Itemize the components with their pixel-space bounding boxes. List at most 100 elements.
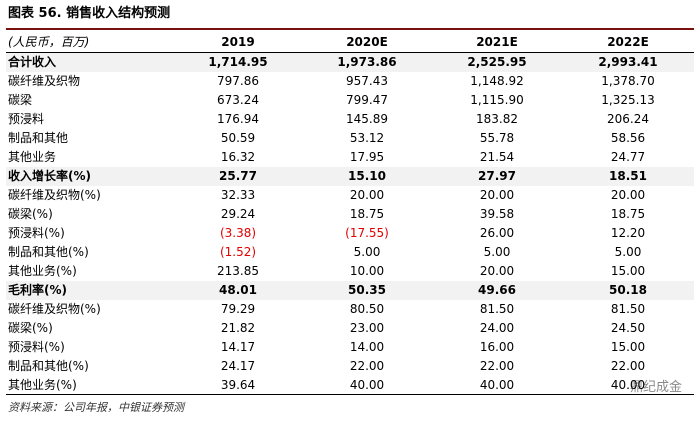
row-label: 制品和其他 <box>8 131 69 145</box>
cell: 53.12 <box>349 131 385 145</box>
cell: 50.18 <box>609 283 647 297</box>
column-header: 2022E <box>607 35 649 49</box>
cell: 206.24 <box>607 112 649 126</box>
cell: 15.00 <box>610 264 646 278</box>
row-label: 预浸料(%) <box>8 226 65 240</box>
cell: 797.86 <box>217 74 259 88</box>
cell: 176.94 <box>217 112 259 126</box>
cell: 18.75 <box>610 207 646 221</box>
cell: 15.10 <box>348 169 386 183</box>
cell: 24.50 <box>610 321 646 335</box>
row-label: 碳梁 <box>8 93 33 107</box>
cell: 81.50 <box>610 302 646 316</box>
cell: 2,993.41 <box>598 55 658 69</box>
cell: 5.00 <box>353 245 381 259</box>
cell: 5.00 <box>614 245 642 259</box>
cell: 50.35 <box>348 283 386 297</box>
cell: 21.82 <box>220 321 256 335</box>
column-header: 2021E <box>476 35 518 49</box>
watermark: 鼎纪成金 <box>629 380 682 395</box>
title: 图表 56. 销售收入结构预测 <box>8 6 171 21</box>
cell: 55.78 <box>479 131 515 145</box>
cell: 25.77 <box>219 169 257 183</box>
cell: 22.00 <box>349 359 385 373</box>
source-note: 资料来源：公司年报，中银证券预测 <box>8 401 184 414</box>
cell: 145.89 <box>346 112 388 126</box>
cell: 24.17 <box>220 359 256 373</box>
row-label: 制品和其他(%) <box>8 245 89 259</box>
cell: 23.00 <box>349 321 385 335</box>
cell: 81.50 <box>479 302 515 316</box>
row-highlight <box>6 53 694 72</box>
cell: 5.00 <box>483 245 511 259</box>
unit-label: (人民币，百万) <box>8 35 90 49</box>
cell: 32.33 <box>220 188 256 202</box>
cell: 1,973.86 <box>337 55 397 69</box>
cell: 22.00 <box>610 359 646 373</box>
row-label: 碳纤维及织物(%) <box>8 302 101 316</box>
cell: 2,525.95 <box>467 55 527 69</box>
cell: 27.97 <box>478 169 516 183</box>
title-rule <box>6 28 694 30</box>
row-label: 碳纤维及织物(%) <box>8 188 101 202</box>
column-header: 2019 <box>221 35 255 49</box>
cell: 20.00 <box>479 188 515 202</box>
cell: 18.51 <box>609 169 647 183</box>
cell: 14.00 <box>349 340 385 354</box>
cell: 80.50 <box>349 302 385 316</box>
cell: 10.00 <box>349 264 385 278</box>
cell: 39.64 <box>220 378 256 392</box>
cell: 18.75 <box>349 207 385 221</box>
cell: 1,378.70 <box>601 74 655 88</box>
bottom-rule <box>6 394 694 395</box>
cell: 20.00 <box>349 188 385 202</box>
row-highlight <box>6 167 694 186</box>
cell: 799.47 <box>346 93 388 107</box>
cell: 213.85 <box>217 264 259 278</box>
cell: 48.01 <box>219 283 257 297</box>
row-label: 预浸料(%) <box>8 340 65 354</box>
cell: 14.17 <box>220 340 256 354</box>
cell: 16.32 <box>220 150 256 164</box>
row-label: 碳梁(%) <box>8 207 53 221</box>
cell: 40.00 <box>610 378 646 392</box>
cell: 15.00 <box>610 340 646 354</box>
cell: 12.20 <box>610 226 646 240</box>
cell: 58.56 <box>610 131 646 145</box>
cell: 39.58 <box>479 207 515 221</box>
cell: 79.29 <box>220 302 256 316</box>
column-header: 2020E <box>346 35 388 49</box>
row-label: 收入增长率(%) <box>8 169 91 183</box>
cell: 1,115.90 <box>470 93 524 107</box>
row-label: 其他业务 <box>8 150 57 164</box>
cell: 22.00 <box>479 359 515 373</box>
cell: (3.38) <box>219 226 257 240</box>
cell: 673.24 <box>217 93 259 107</box>
row-label: 其他业务(%) <box>8 264 77 278</box>
row-highlight <box>6 281 694 300</box>
cell: 1,714.95 <box>208 55 268 69</box>
cell: 17.95 <box>349 150 385 164</box>
cell: 24.00 <box>479 321 515 335</box>
cell: 1,148.92 <box>470 74 524 88</box>
row-label: 预浸料 <box>8 112 45 126</box>
cell: (1.52) <box>219 245 257 259</box>
header-rule <box>6 52 694 53</box>
cell: 957.43 <box>346 74 388 88</box>
row-label: 其他业务(%) <box>8 378 77 392</box>
cell: 20.00 <box>479 264 515 278</box>
cell: 21.54 <box>479 150 515 164</box>
cell: 1,325.13 <box>601 93 655 107</box>
row-label: 合计收入 <box>8 55 57 69</box>
cell: 40.00 <box>479 378 515 392</box>
cell: 29.24 <box>220 207 256 221</box>
row-label: 碳纤维及织物 <box>8 74 81 88</box>
cell: 49.66 <box>478 283 516 297</box>
cell: 16.00 <box>479 340 515 354</box>
row-label: 毛利率(%) <box>8 283 67 297</box>
cell: 183.82 <box>476 112 518 126</box>
cell: 24.77 <box>610 150 646 164</box>
cell: (17.55) <box>345 226 389 240</box>
cell: 26.00 <box>479 226 515 240</box>
